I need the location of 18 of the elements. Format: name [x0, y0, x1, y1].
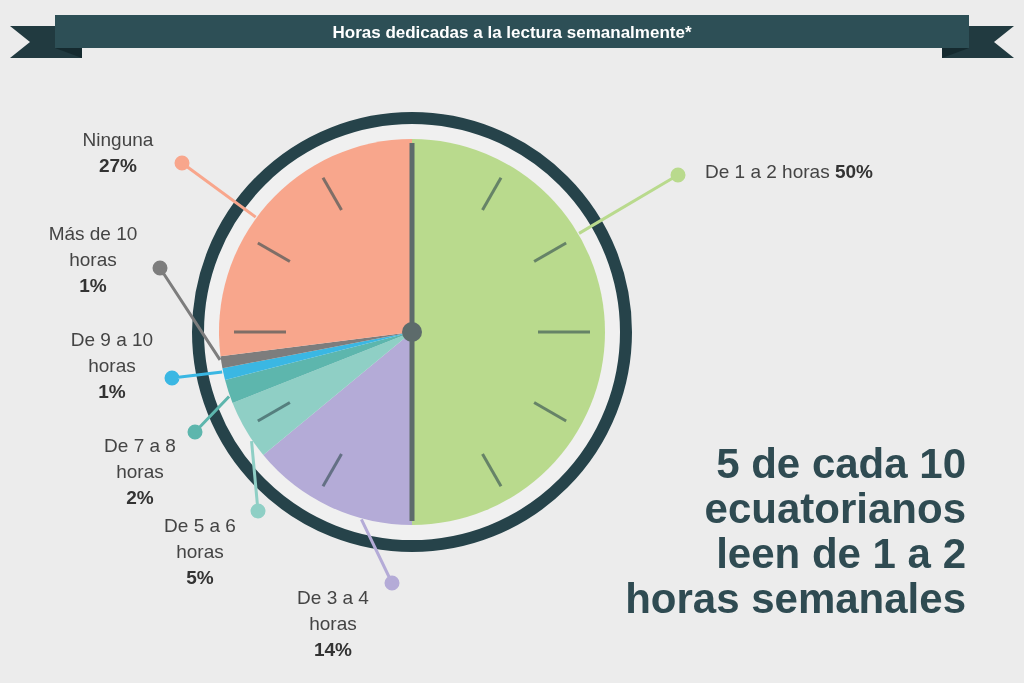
slice-label: De 5 a 6 horas: [164, 515, 236, 562]
data-label: 1%: [98, 381, 126, 402]
data-label: 1%: [79, 275, 107, 296]
slice-label: Ninguna: [82, 129, 154, 150]
legend-label: De 1 a 2 horas: [705, 161, 830, 182]
chart-title: Horas dedicadas a la lectura semanalmente*: [332, 23, 692, 42]
text: 5 de cada 10 ecuatorianos leen de 1 a 2 horas semanales: [625, 440, 966, 622]
data-label: 5%: [186, 567, 214, 588]
slice-label: De 9 a 10 horas: [70, 329, 154, 376]
data-label: 27%: [98, 155, 138, 176]
data-label: 50%: [834, 161, 874, 182]
pie-slice: [412, 139, 605, 525]
pie-slice: [219, 139, 412, 357]
data-label: 2%: [126, 487, 154, 508]
slice-label: Más de 10 horas: [48, 223, 138, 270]
slice-label: De 3 a 4 horas: [297, 587, 370, 634]
slice-label: De 7 a 8 horas: [104, 435, 176, 482]
data-label: 14%: [313, 639, 353, 660]
